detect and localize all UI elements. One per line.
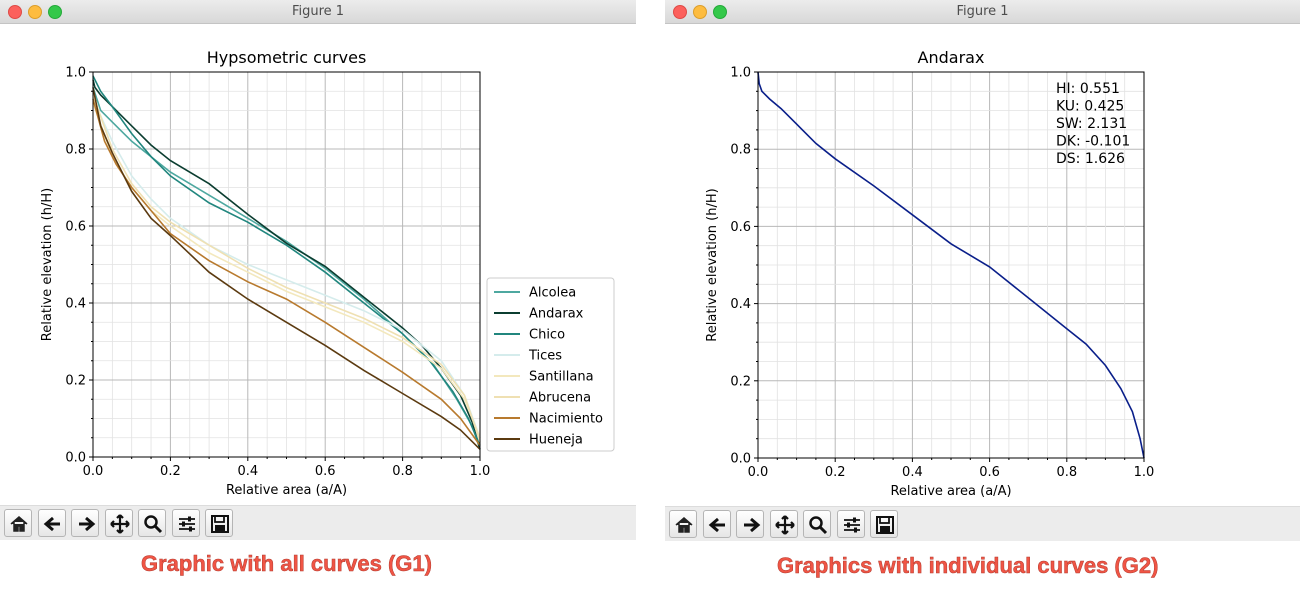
forward-arrow-icon [744,517,761,533]
configure-subplots-icon [178,516,195,532]
x-tick-label: 0.8 [1056,465,1077,480]
save-button[interactable] [205,509,233,537]
configure-subplots-button[interactable] [836,510,865,538]
series-line-chico [92,75,481,446]
legend-label: Hueneja [529,433,583,448]
series-line-abrucena [92,94,481,442]
legend-label: Andarax [529,307,584,322]
series-line-andarax [757,71,1145,459]
legend-label: Nacimiento [529,412,603,427]
configure-subplots-button[interactable] [171,509,200,537]
navigation-toolbar [665,506,1300,541]
home-icon [10,516,28,532]
minimize-window-button[interactable] [28,5,42,19]
legend-label: Chico [529,328,565,343]
pan-button[interactable] [104,509,133,537]
home-button[interactable] [669,510,697,538]
y-axis-label: Relative elevation (h/H) [40,188,55,341]
chart-title: Hypsometric curves [207,48,367,67]
minimize-window-button[interactable] [693,5,707,19]
x-tick-label: 0.0 [748,465,769,480]
series-line-tices [92,98,481,439]
stat-annotation: DS: 1.626 [1056,151,1125,167]
zoom-window-button[interactable] [713,5,727,19]
chart-title: Andarax [918,48,985,67]
home-button[interactable] [4,509,32,537]
y-axis-label: Relative elevation (h/H) [705,188,720,341]
x-tick-label: 1.0 [470,464,491,479]
configure-subplots-icon [843,517,860,533]
y-tick-label: 0.8 [65,143,86,158]
back-arrow-button[interactable] [702,510,731,538]
zoom-button[interactable] [138,509,166,537]
window-titlebar[interactable]: Figure 1 [665,0,1300,24]
figure-window-g2: Figure 1 0.0 0.2 0.4 0.6 0.8 1.0 0.0 0.2 0.4 0.6 0… [665,0,1300,541]
pan-icon [109,514,130,534]
figure-window-g1: Figure 1 0.0 0.2 0.4 0.6 0.8 1.0 0.0 0.2 0.4 0.6 0… [0,0,636,540]
stat-annotation: DK: -0.101 [1056,134,1130,150]
y-tick-label: 1.0 [730,66,751,81]
x-axis-label: Relative area (a/A) [890,484,1011,499]
grid [93,72,480,457]
caption-g2: Graphics with individual curves (G2) [777,553,1159,579]
x-tick-label: 0.8 [392,464,413,479]
x-tick-label: 0.0 [83,464,104,479]
y-tick-label: 0.2 [65,374,86,389]
legend-label: Abrucena [529,391,591,406]
x-tick-label: 1.0 [1134,465,1155,480]
save-icon [876,516,894,534]
x-tick-label: 0.2 [160,464,181,479]
zoom-button[interactable] [803,510,831,538]
back-arrow-icon [43,516,60,532]
legend-label: Alcolea [529,286,576,301]
window-title: Figure 1 [291,4,345,19]
y-tick-label: 0.8 [730,143,751,158]
home-icon [675,517,693,533]
window-titlebar[interactable]: Figure 1 [0,0,636,24]
save-button[interactable] [870,510,898,538]
window-title: Figure 1 [956,4,1009,19]
back-arrow-button[interactable] [37,509,66,537]
y-tick-label: 1.0 [65,66,86,81]
save-icon [211,515,229,533]
series-line-hueneja [92,87,481,450]
y-tick-label: 0.4 [65,297,86,312]
forward-arrow-icon [79,516,96,532]
zoom-icon [809,516,828,535]
pan-button[interactable] [769,510,798,538]
x-tick-label: 0.4 [902,465,923,480]
stat-annotation: KU: 0.425 [1056,99,1124,115]
navigation-toolbar [0,505,636,540]
x-tick-label: 0.6 [979,465,1000,480]
caption-g1: Graphic with all curves (G1) [141,551,432,577]
zoom-icon [144,515,163,534]
y-tick-label: 0.6 [730,220,751,235]
forward-arrow-button[interactable] [736,510,764,538]
grid [758,72,1144,458]
andarax-chart: 0.0 0.2 0.4 0.6 0.8 1.0 0.0 0.2 0.4 0.6 0.8 1.0 Anda… [705,48,1155,499]
hypsometric-chart: 0.0 0.2 0.4 0.6 0.8 1.0 0.0 0.2 0.4 0.6 0.8 1.0 Hyps… [40,48,615,498]
stat-annotation: SW: 2.131 [1056,116,1127,132]
pan-icon [774,515,795,535]
y-tick-label: 0.2 [730,374,751,389]
y-tick-label: 0.0 [65,451,86,466]
x-tick-label: 0.4 [237,464,258,479]
legend-label: Tices [528,349,562,364]
y-tick-label: 0.6 [65,220,86,235]
y-tick-label: 0.4 [730,297,751,312]
y-tick-label: 0.0 [730,452,751,467]
close-window-button[interactable] [673,5,687,19]
zoom-window-button[interactable] [48,5,62,19]
x-tick-label: 0.6 [315,464,336,479]
legend-box [486,277,615,452]
stat-annotation: HI: 0.551 [1056,81,1120,97]
x-axis-label: Relative area (a/A) [226,483,347,498]
close-window-button[interactable] [8,5,22,19]
forward-arrow-button[interactable] [71,509,99,537]
legend: Alcolea Andarax Chico Tices Santillana Abruce… [486,277,615,452]
x-tick-label: 0.2 [825,465,846,480]
back-arrow-icon [708,517,725,533]
legend-label: Santillana [529,370,594,385]
